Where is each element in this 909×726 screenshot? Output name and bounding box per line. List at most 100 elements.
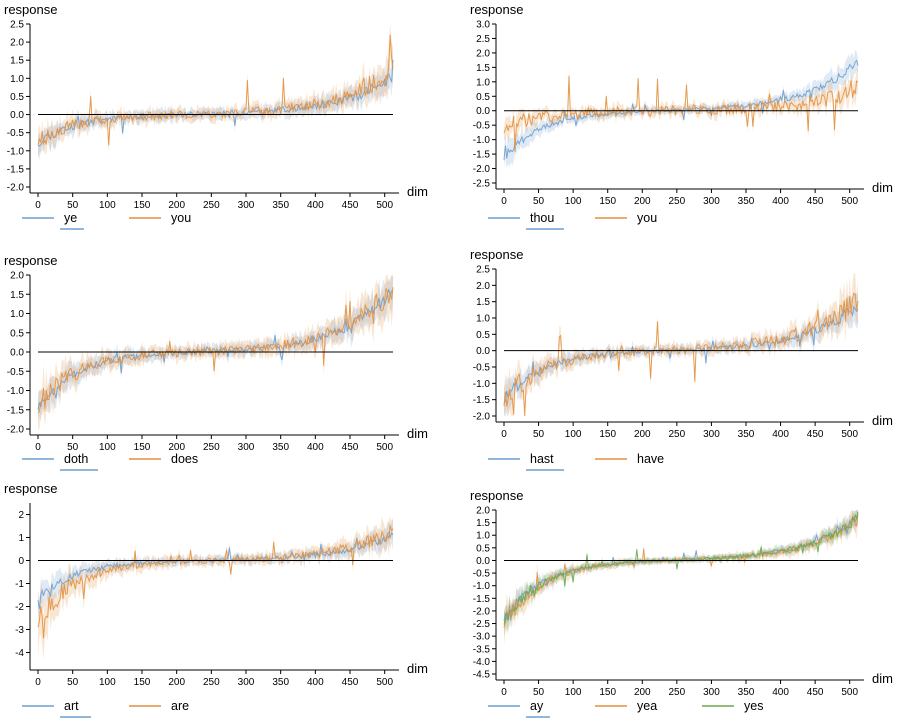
- series-band-doth: [38, 275, 393, 423]
- series-line-thou: [503, 59, 859, 160]
- y-tick-label: -2.0: [7, 183, 25, 194]
- y-tick-label: -2.0: [7, 425, 25, 436]
- y-tick-label: 2.5: [476, 34, 490, 45]
- x-tick-label: 200: [634, 196, 651, 207]
- x-tick-label: 350: [272, 442, 289, 453]
- y-tick-label: 0.0: [476, 346, 490, 357]
- x-tick-label: 450: [807, 687, 824, 698]
- chart-panel-4: -2.0 -1.5 -1.0 -0.5 0.0 0.5 1.0 1.5 2.0 2.5 respon…: [470, 247, 893, 471]
- legend-item-doth[interactable]: doth: [22, 452, 98, 471]
- x-tick-label: 150: [134, 442, 151, 453]
- x-tick-label: 500: [376, 442, 393, 453]
- y-tick-label: -4.0: [473, 657, 491, 668]
- x-tick-label: 250: [669, 687, 686, 698]
- series-line-yea: [503, 513, 859, 628]
- x-tick-label: 350: [272, 200, 289, 211]
- x-tick-label: 0: [501, 429, 507, 440]
- x-tick-label: 300: [703, 196, 720, 207]
- legend-item-yes[interactable]: yes: [702, 699, 763, 713]
- chart-panel-5: -4 -3 -2 -1 0 1 2 response 0 50 100 150 200 250 300 350…: [4, 481, 428, 718]
- x-tick-label: 300: [238, 200, 255, 211]
- series-line-have: [503, 292, 859, 417]
- x-tick-label: 150: [134, 200, 151, 211]
- legend-label: yes: [744, 699, 763, 713]
- y-tick-label: 0.5: [476, 330, 490, 341]
- x-tick-label: 150: [599, 687, 616, 698]
- y-tick-label: 1.5: [10, 290, 24, 301]
- y-tick-label: 1.0: [476, 531, 490, 542]
- y-tick-label: 2.0: [10, 38, 24, 49]
- y-tick-label: 2.0: [476, 281, 490, 292]
- x-tick-label: 400: [772, 196, 789, 207]
- x-tick-label: 300: [238, 677, 255, 688]
- legend-item-hast[interactable]: hast: [488, 452, 564, 471]
- x-tick-label: 350: [738, 196, 755, 207]
- x-tick-label: 350: [738, 429, 755, 440]
- x-tick-label: 450: [342, 200, 359, 211]
- x-axis-title: dim: [872, 413, 893, 428]
- x-tick-label: 250: [669, 196, 686, 207]
- y-axis-title: response: [470, 247, 523, 262]
- legend-label: have: [637, 452, 664, 466]
- y-tick-label: -2.5: [473, 179, 491, 190]
- legend-item-are[interactable]: are: [129, 699, 189, 713]
- x-tick-label: 200: [168, 677, 185, 688]
- x-tick-label: 50: [67, 442, 79, 453]
- x-tick-label: 100: [565, 196, 582, 207]
- y-tick-label: -1.5: [7, 405, 25, 416]
- x-tick-label: 400: [307, 200, 324, 211]
- x-tick-label: 400: [307, 677, 324, 688]
- y-tick-label: -1.5: [7, 164, 25, 175]
- legend-label: thou: [530, 211, 554, 225]
- y-tick-label: 1.0: [10, 309, 24, 320]
- x-tick-label: 350: [272, 677, 289, 688]
- y-tick-label: 1.0: [10, 74, 24, 85]
- x-tick-label: 450: [342, 677, 359, 688]
- y-axis-title: response: [470, 2, 523, 17]
- legend-label: ay: [530, 699, 544, 713]
- y-tick-label: -4: [15, 648, 24, 659]
- x-axis-title: dim: [872, 671, 893, 686]
- y-tick-label: 0.5: [10, 92, 24, 103]
- x-tick-label: 50: [67, 200, 79, 211]
- x-tick-label: 250: [669, 429, 686, 440]
- y-tick-label: -4.5: [473, 670, 491, 681]
- x-tick-label: 500: [841, 429, 858, 440]
- legend-item-does[interactable]: does: [129, 452, 198, 466]
- y-tick-label: -1.5: [473, 150, 491, 161]
- x-tick-label: 150: [599, 196, 616, 207]
- x-tick-label: 50: [533, 429, 545, 440]
- legend-item-art[interactable]: art: [22, 699, 91, 718]
- y-tick-label: 0.0: [476, 106, 490, 117]
- y-tick-label: -0.5: [7, 128, 25, 139]
- x-tick-label: 450: [807, 429, 824, 440]
- x-tick-label: 150: [599, 429, 616, 440]
- legend-item-ye[interactable]: ye: [22, 211, 84, 230]
- y-tick-label: -3: [15, 625, 24, 636]
- x-tick-label: 400: [772, 429, 789, 440]
- legend-item-have[interactable]: have: [595, 452, 664, 466]
- y-tick-label: -0.5: [7, 367, 25, 378]
- legend-item-ay[interactable]: ay: [488, 699, 550, 718]
- y-tick-label: -1.5: [473, 395, 491, 406]
- x-tick-label: 250: [203, 677, 220, 688]
- y-tick-label: 0.0: [476, 556, 490, 567]
- y-axis-title: response: [4, 481, 57, 496]
- y-tick-label: -2.5: [473, 619, 491, 630]
- x-tick-label: 50: [67, 677, 79, 688]
- x-tick-label: 500: [841, 196, 858, 207]
- x-tick-label: 150: [134, 677, 151, 688]
- y-tick-label: -1.0: [7, 146, 25, 157]
- y-tick-label: -3.0: [473, 632, 491, 643]
- x-tick-label: 0: [35, 200, 41, 211]
- x-tick-label: 50: [533, 687, 545, 698]
- legend-item-thou[interactable]: thou: [488, 211, 564, 230]
- legend-item-yea[interactable]: yea: [595, 699, 657, 713]
- y-tick-label: 1.5: [10, 56, 24, 67]
- legend-item-you[interactable]: you: [129, 211, 191, 225]
- y-axis-title: response: [4, 2, 57, 17]
- chart-panel-1: -2.0 -1.5 -1.0 -0.5 0.0 0.5 1.0 1.5 2.0 2.5 respon…: [4, 2, 428, 230]
- y-tick-label: -3.5: [473, 644, 491, 655]
- legend-item-you[interactable]: you: [595, 211, 657, 225]
